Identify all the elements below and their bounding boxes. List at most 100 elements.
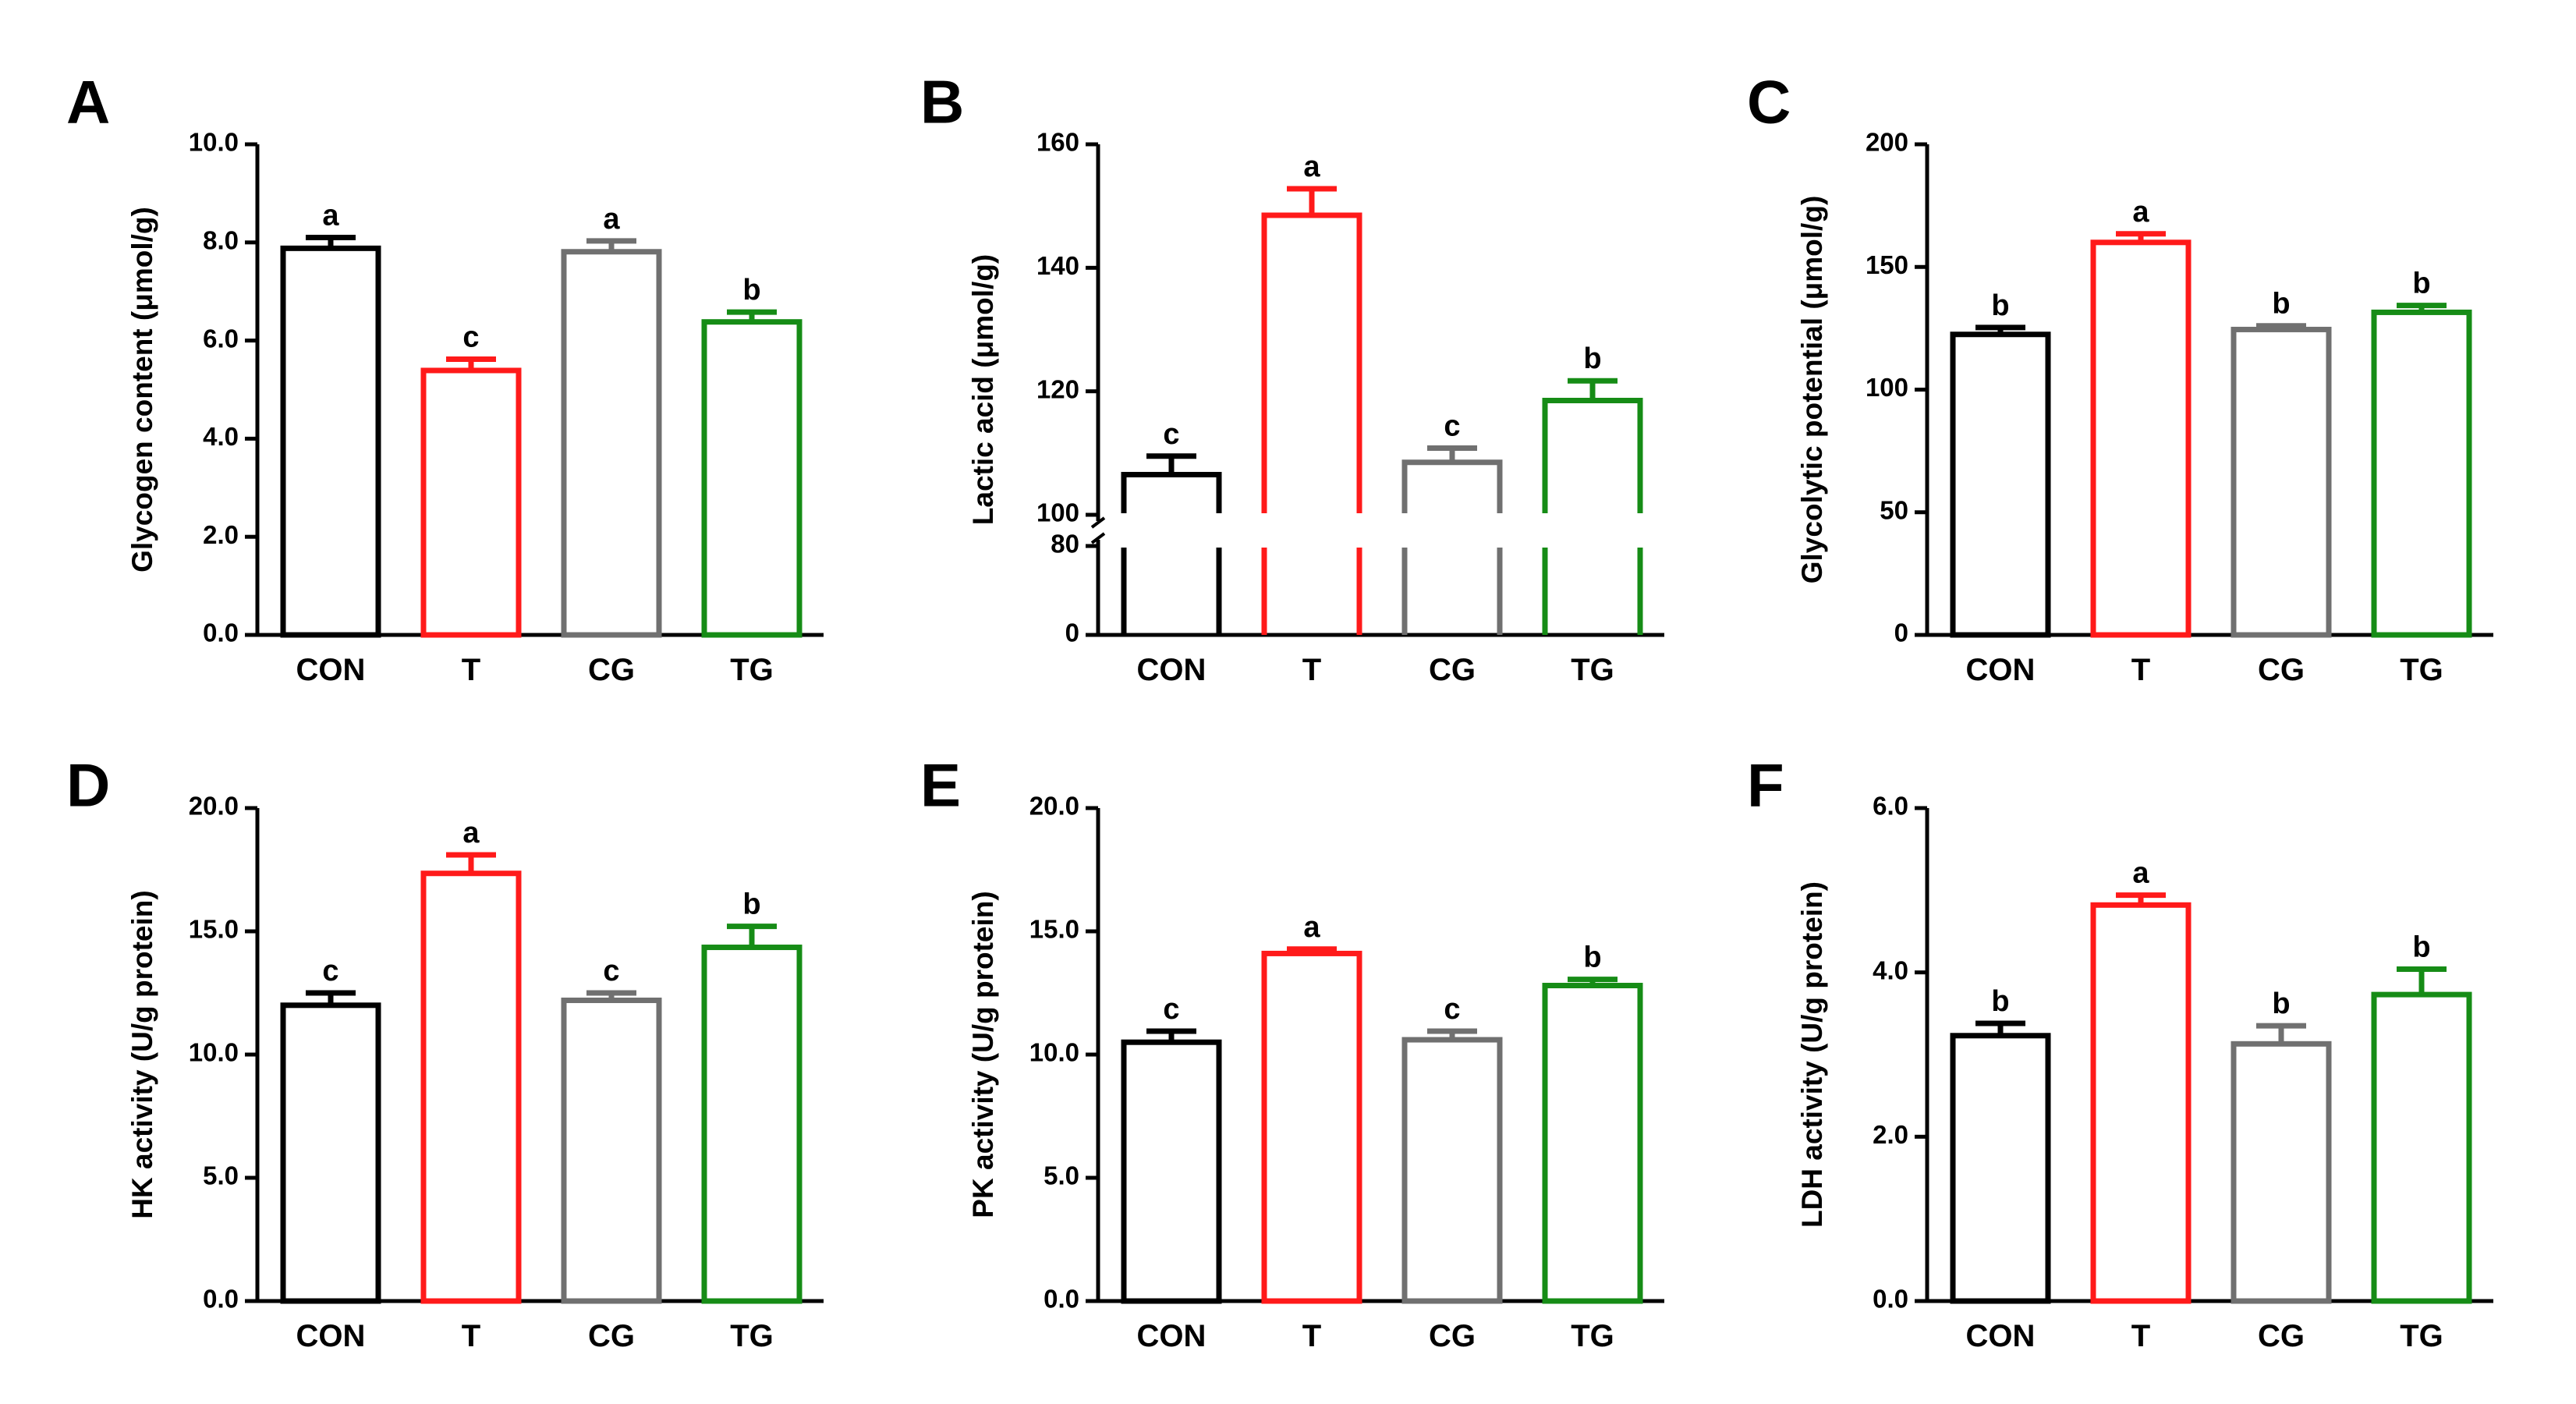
y-tick-label: 2.0 [1873,1120,1908,1149]
panel-letter: F [1747,751,1784,820]
significance-label: a [462,817,480,849]
x-tick-label: CG [588,653,635,687]
bar-t [2090,239,2192,638]
panel-letter: B [920,68,964,136]
y-tick-label: 0.0 [1044,1285,1079,1314]
x-tick-label: T [1302,653,1321,687]
bar-tg [2371,309,2472,638]
bar-con [280,245,381,638]
panel-d: D HK activity (U/g protein) 0.0 5.0 10.0 15.0… [66,751,824,1353]
y-tick-label: 0 [1894,619,1908,647]
y-axis-label: PK activity (U/g protein) [967,891,999,1218]
significance-label: c [603,955,619,987]
x-tick-label: TG [730,1319,774,1353]
panel-a: A Glycogen content (μmol/g) 0.0 2.0 4.0 6.0 8.… [66,68,824,687]
bar-t [420,870,522,1304]
y-tick-label: 0 [1065,619,1079,647]
significance-label: b [1583,342,1601,375]
panel-c: C Glycolytic potential (μmol/g) 0 50 100 150 2… [1747,68,2493,687]
y-tick-label: 20.0 [1029,792,1079,821]
panel-letter: E [920,751,961,820]
y-tick-label: 200 [1866,128,1908,157]
y-tick-label: 15.0 [1029,915,1079,944]
bar-tg [1542,983,1643,1304]
x-tick-label: T [2131,653,2150,687]
bar-cg [2231,1041,2332,1304]
bar-tg [1542,398,1643,513]
x-tick-label: T [462,653,480,687]
significance-label: b [1991,985,2009,1018]
axis-break-mark [1090,516,1106,529]
y-tick-label: 120 [1036,374,1079,403]
y-tick-label: 5.0 [203,1161,239,1190]
x-tick-label: CON [1966,1319,2036,1353]
significance-label: b [1991,289,2009,322]
bar-con-lower [1121,548,1222,635]
bar-cg [561,997,662,1304]
panel-b: B Lactic acid (μmol/g) 0 80 100 120 140 160 c CON… [920,68,1664,687]
significance-label: c [1444,410,1460,443]
bar-tg [701,945,803,1304]
x-tick-label: T [2131,1319,2150,1353]
significance-label: b [742,888,760,921]
significance-label: c [322,955,338,987]
y-tick-label: 6.0 [1873,792,1908,821]
y-tick-label: 80 [1051,530,1079,558]
panel-letter: A [66,68,110,136]
significance-label: b [1583,941,1601,974]
y-tick-label: 140 [1036,251,1079,280]
x-tick-label: CG [2258,1319,2305,1353]
y-tick-label: 4.0 [1873,956,1908,984]
bar-con [1950,1033,2051,1304]
significance-label: b [2412,931,2430,963]
x-tick-label: TG [1571,653,1614,687]
y-tick-label: 5.0 [1044,1161,1079,1190]
significance-label: a [2132,857,2149,890]
bar-con [1121,1039,1222,1304]
y-tick-label: 160 [1036,128,1079,157]
x-tick-label: TG [2400,1319,2443,1353]
x-tick-label: CON [1137,653,1207,687]
bar-cg [2231,326,2332,638]
bar-con [1121,472,1222,513]
bar-t-lower [1261,548,1362,635]
y-tick-label: 0.0 [203,1285,239,1314]
y-axis-label: Glycogen content (μmol/g) [126,207,158,573]
y-tick-label: 2.0 [203,520,239,549]
y-axis-label: LDH activity (U/g protein) [1796,881,1828,1228]
x-tick-label: CG [2258,653,2305,687]
bar-t [1261,950,1362,1304]
bar-cg [1401,459,1503,513]
panel-e: E PK activity (U/g protein) 0.0 5.0 10.0 15.0… [920,751,1664,1353]
panel-f: F LDH activity (U/g protein) 0.0 2.0 4.0 6.0 b… [1747,751,2493,1353]
bar-tg-lower [1542,548,1643,635]
x-tick-label: TG [1571,1319,1614,1353]
bar-cg-lower [1401,548,1503,635]
y-tick-label: 0.0 [203,619,239,647]
x-tick-label: TG [730,653,774,687]
significance-label: b [2272,987,2290,1020]
panel-letter: C [1747,68,1791,136]
y-tick-label: 20.0 [189,792,239,821]
significance-label: a [2132,196,2149,229]
y-axis-label: HK activity (U/g protein) [126,890,158,1218]
x-tick-label: T [1302,1319,1321,1353]
y-axis-label: Lactic acid (μmol/g) [967,254,999,525]
y-tick-label: 10.0 [189,128,239,157]
x-tick-label: CG [1429,1319,1476,1353]
x-tick-label: CON [296,1319,366,1353]
significance-label: c [1163,418,1179,451]
bar-tg [2371,991,2472,1304]
x-tick-label: CON [1137,1319,1207,1353]
axis-break-mark [1090,532,1106,544]
significance-label: b [742,274,760,307]
significance-label: b [2272,288,2290,321]
y-tick-label: 8.0 [203,226,239,255]
x-tick-label: CON [1966,653,2036,687]
y-tick-label: 10.0 [1029,1038,1079,1067]
y-tick-label: 150 [1866,250,1908,279]
bar-t [2090,902,2192,1304]
bar-con [1950,332,2051,638]
bar-t [420,367,522,638]
x-tick-label: CG [588,1319,635,1353]
